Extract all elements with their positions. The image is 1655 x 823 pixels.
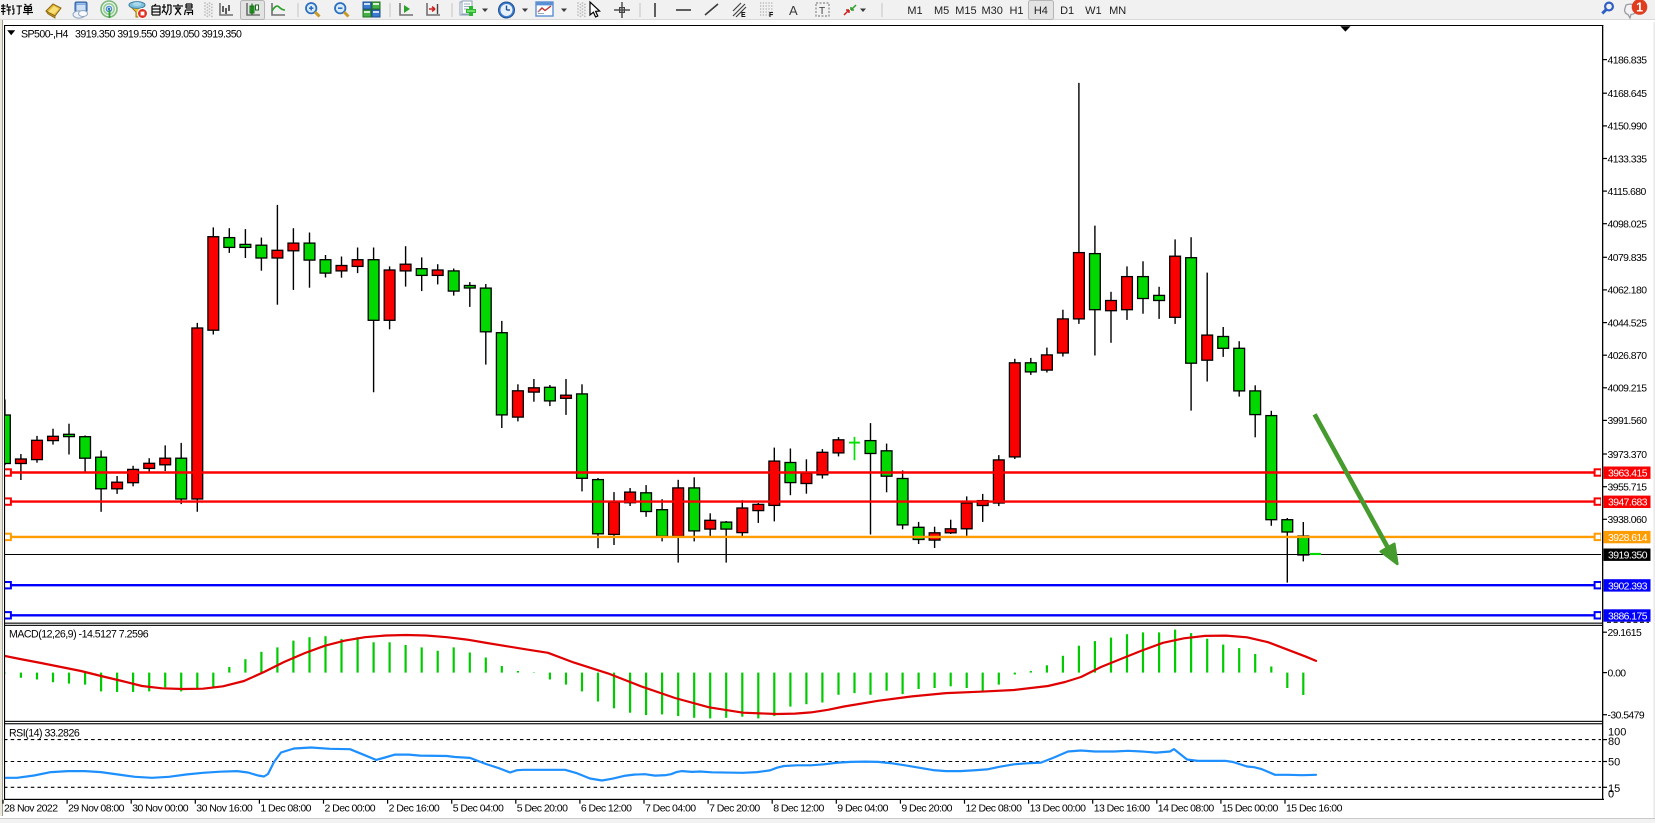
svg-text:H1: H1 — [1009, 5, 1023, 17]
svg-text:30 Nov 16:00: 30 Nov 16:00 — [196, 803, 253, 815]
svg-text:9 Dec 20:00: 9 Dec 20:00 — [901, 803, 952, 815]
svg-text:3886.175: 3886.175 — [1608, 611, 1648, 622]
svg-text:3955.715: 3955.715 — [1608, 483, 1648, 494]
svg-text:H4: H4 — [1034, 5, 1048, 17]
svg-text:12 Dec 08:00: 12 Dec 08:00 — [966, 803, 1023, 815]
svg-text:9 Dec 04:00: 9 Dec 04:00 — [837, 803, 888, 815]
svg-text:14 Dec 08:00: 14 Dec 08:00 — [1158, 803, 1215, 815]
svg-text:4062.180: 4062.180 — [1608, 286, 1648, 297]
svg-text:A: A — [789, 3, 798, 18]
svg-text:4079.835: 4079.835 — [1608, 253, 1648, 264]
svg-text:3919.350: 3919.350 — [1608, 551, 1648, 562]
svg-text:15 Dec 16:00: 15 Dec 16:00 — [1286, 803, 1343, 815]
svg-text:1 Dec 08:00: 1 Dec 08:00 — [260, 803, 311, 815]
svg-text:100: 100 — [1608, 727, 1626, 739]
svg-text:2 Dec 00:00: 2 Dec 00:00 — [325, 803, 376, 815]
svg-text:4133.335: 4133.335 — [1608, 154, 1648, 165]
svg-text:3963.415: 3963.415 — [1608, 469, 1648, 480]
svg-text:3902.393: 3902.393 — [1608, 581, 1648, 592]
svg-text:80: 80 — [1608, 736, 1620, 748]
svg-text:E: E — [741, 12, 746, 19]
svg-text:7 Dec 04:00: 7 Dec 04:00 — [645, 803, 696, 815]
svg-text:D1: D1 — [1060, 5, 1074, 17]
svg-text:29 Nov 08:00: 29 Nov 08:00 — [68, 803, 125, 815]
svg-text:6 Dec 12:00: 6 Dec 12:00 — [581, 803, 632, 815]
svg-text:1: 1 — [1636, 0, 1643, 14]
svg-text:3991.560: 3991.560 — [1608, 416, 1648, 427]
svg-text:3928.614: 3928.614 — [1608, 533, 1648, 544]
svg-text:W1: W1 — [1085, 5, 1102, 17]
svg-text:4009.215: 4009.215 — [1608, 384, 1648, 395]
svg-text:SP500-,H4 3919.350 3919.550: SP500-,H4 3919.350 3919.550 3919.050 391… — [21, 28, 242, 40]
svg-text:3973.370: 3973.370 — [1608, 450, 1648, 461]
svg-text:MACD(12,26,9) -14.5127 7.2596: MACD(12,26,9) -14.5127 7.2596 — [9, 628, 149, 640]
svg-text:5 Dec 04:00: 5 Dec 04:00 — [453, 803, 504, 815]
svg-text:M5: M5 — [934, 5, 949, 17]
svg-text:F: F — [769, 12, 774, 19]
svg-text:M30: M30 — [981, 5, 1002, 17]
svg-text:4026.870: 4026.870 — [1608, 351, 1648, 362]
svg-text:MN: MN — [1109, 5, 1126, 17]
svg-text:5 Dec 20:00: 5 Dec 20:00 — [517, 803, 568, 815]
svg-text:T: T — [819, 6, 825, 17]
svg-text:30 Nov 00:00: 30 Nov 00:00 — [132, 803, 189, 815]
svg-text:4115.680: 4115.680 — [1608, 187, 1647, 198]
svg-text:4098.025: 4098.025 — [1608, 220, 1648, 231]
svg-text:4168.645: 4168.645 — [1608, 89, 1648, 100]
svg-text:3938.060: 3938.060 — [1608, 515, 1648, 526]
svg-text:0.00: 0.00 — [1608, 668, 1627, 679]
svg-text:7 Dec 20:00: 7 Dec 20:00 — [709, 803, 760, 815]
svg-text:3947.683: 3947.683 — [1608, 498, 1648, 509]
svg-text:4186.835: 4186.835 — [1608, 55, 1648, 66]
svg-text:29.1615: 29.1615 — [1608, 628, 1642, 639]
svg-text:0: 0 — [1608, 789, 1614, 801]
svg-text:-30.5479: -30.5479 — [1608, 711, 1645, 722]
svg-text:50: 50 — [1608, 757, 1620, 769]
svg-text:15 Dec 00:00: 15 Dec 00:00 — [1222, 803, 1279, 815]
svg-text:RSI(14) 33.2826: RSI(14) 33.2826 — [9, 727, 80, 739]
svg-text:8 Dec 12:00: 8 Dec 12:00 — [773, 803, 824, 815]
svg-text:2 Dec 16:00: 2 Dec 16:00 — [389, 803, 440, 815]
svg-text:M1: M1 — [907, 5, 922, 17]
svg-text:13 Dec 16:00: 13 Dec 16:00 — [1094, 803, 1151, 815]
svg-text:28 Nov 2022: 28 Nov 2022 — [4, 803, 58, 815]
svg-text:M15: M15 — [955, 5, 976, 17]
svg-text:13 Dec 00:00: 13 Dec 00:00 — [1030, 803, 1087, 815]
svg-text:15: 15 — [1608, 783, 1620, 795]
svg-text:4150.990: 4150.990 — [1608, 122, 1648, 133]
svg-text:4044.525: 4044.525 — [1608, 318, 1648, 329]
